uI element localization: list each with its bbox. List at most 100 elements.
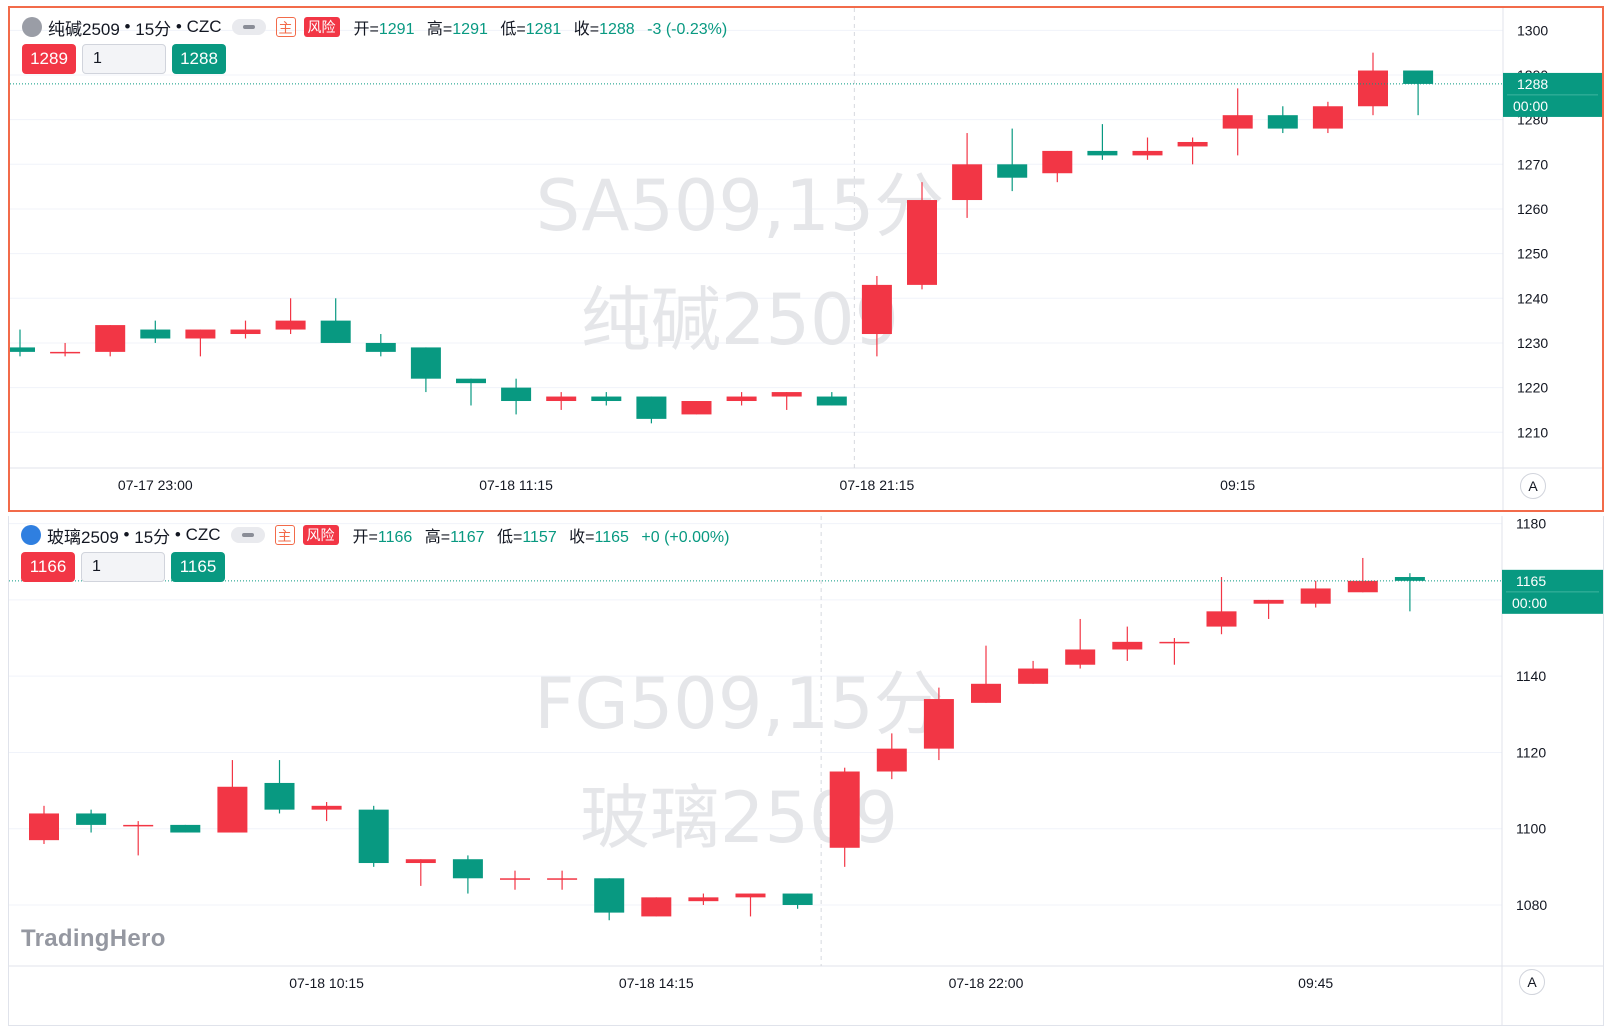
buy-button[interactable]: 1165	[171, 552, 225, 582]
candle-body	[410, 347, 441, 379]
chart-panel-glass[interactable]: FG509,15分玻璃25091180116011401120110010801…	[8, 516, 1604, 1026]
candle	[1018, 660, 1049, 684]
buy-button[interactable]: 1288	[172, 44, 226, 74]
candle-body	[1018, 668, 1049, 684]
candle	[230, 320, 261, 339]
glass-icon	[21, 525, 41, 545]
candle-body	[997, 164, 1028, 178]
candle-body	[688, 897, 719, 902]
symbol-name[interactable]: 纯碱2509	[48, 19, 120, 39]
candle	[1267, 106, 1298, 134]
candle	[29, 805, 59, 844]
interval-label[interactable]: 15分	[134, 527, 171, 547]
risk-tag[interactable]: 风险	[302, 525, 339, 545]
y-tick-label: 1240	[1517, 290, 1548, 306]
x-tick-label: 09:15	[1220, 477, 1255, 493]
candle-body	[456, 378, 486, 384]
interval-label[interactable]: 15分	[135, 19, 172, 39]
candle	[320, 298, 351, 343]
candle-body	[1312, 106, 1343, 129]
sell-button[interactable]: 1289	[22, 44, 76, 74]
candle-body	[641, 897, 672, 917]
x-tick-label: 07-18 11:15	[479, 477, 553, 493]
sell-button[interactable]: 1166	[21, 552, 75, 582]
candle-body	[861, 284, 892, 335]
symbol-name[interactable]: 玻璃2509	[47, 527, 119, 547]
candle	[997, 128, 1028, 192]
candle-body	[50, 351, 81, 354]
candle	[1065, 618, 1096, 669]
legend-bar: 玻璃2509 • 15分 • CZC 主 风险 开=1166 高=1167 低=…	[21, 522, 729, 548]
candle-body	[320, 320, 351, 343]
candle-body	[1347, 580, 1378, 593]
candle	[264, 760, 295, 814]
candle-body	[501, 387, 532, 402]
candle	[10, 329, 35, 357]
collapse-toggle-icon[interactable]	[231, 19, 266, 35]
candle-body	[95, 325, 126, 352]
candle-body	[140, 329, 171, 339]
candle	[907, 182, 937, 290]
mountain-icon	[22, 17, 42, 37]
candle	[829, 767, 860, 867]
countdown-value: 00:00	[1513, 98, 1548, 114]
chart-panel-soda-ash[interactable]: SA509,15分纯碱25091300129012801270126012501…	[8, 6, 1604, 512]
x-tick-label: 07-17 23:00	[118, 477, 193, 493]
candle-body	[971, 683, 1001, 703]
candle-body	[10, 347, 35, 352]
x-tick-label: 07-18 14:15	[619, 975, 694, 991]
candlestick-chart-soda-ash[interactable]: SA509,15分纯碱25091300129012801270126012501…	[10, 8, 1602, 510]
candle-body	[1042, 150, 1073, 174]
candle	[952, 133, 983, 218]
candle-body	[275, 320, 306, 330]
candlestick-chart-glass[interactable]: FG509,15分玻璃25091180116011401120110010801…	[9, 516, 1603, 1026]
candle-body	[1159, 641, 1190, 644]
candle	[1177, 137, 1208, 165]
auto-scale-button[interactable]: A	[1520, 473, 1546, 499]
candle-body	[907, 200, 937, 285]
candle	[1347, 557, 1378, 593]
candle-body	[681, 401, 712, 415]
x-tick-label: 07-18 21:15	[840, 477, 915, 493]
high-value: 1167	[450, 529, 485, 546]
auto-scale-button[interactable]: A	[1519, 969, 1545, 995]
quantity-input[interactable]: 1	[82, 44, 166, 74]
brand-logo: TradingHero	[21, 925, 166, 952]
candle	[547, 870, 578, 890]
y-tick-label: 1260	[1517, 201, 1548, 217]
candle	[456, 378, 486, 406]
countdown-value: 00:00	[1512, 595, 1547, 611]
quantity-input[interactable]: 1	[81, 552, 165, 582]
legend-bar: 纯碱2509 • 15分 • CZC 主 风险 开=1291 高=1291 低=…	[22, 14, 727, 40]
open-value: 1291	[378, 21, 415, 38]
candle	[971, 645, 1001, 703]
candle-body	[726, 396, 757, 402]
candle-body	[500, 878, 530, 880]
ohlc-values: 开=1291 高=1291 低=1281 收=1288 -3 (-0.23%)	[353, 21, 728, 38]
candle-body	[76, 813, 107, 825]
candle	[726, 392, 757, 406]
candle	[594, 878, 625, 921]
candle-body	[591, 396, 622, 402]
candle	[1042, 150, 1073, 183]
exchange-label: CZC	[185, 525, 221, 544]
candle	[816, 392, 847, 406]
candle-body	[405, 859, 436, 864]
candle-body	[952, 164, 983, 201]
collapse-toggle-icon[interactable]	[230, 527, 265, 543]
candle	[50, 342, 81, 357]
candle	[636, 396, 667, 424]
x-tick-label: 07-18 22:00	[949, 975, 1024, 991]
candle-body	[735, 893, 766, 898]
candle	[405, 859, 436, 886]
y-tick-label: 1100	[1516, 821, 1546, 837]
candle-body	[1206, 611, 1237, 627]
high-value: 1291	[452, 21, 488, 38]
candle-body	[170, 824, 201, 833]
candle	[1087, 124, 1118, 160]
close-value: 1288	[599, 21, 635, 38]
watermark-code: FG509,15分	[534, 663, 943, 745]
candle	[1132, 137, 1163, 160]
open-value: 1166	[377, 529, 413, 546]
risk-tag[interactable]: 风险	[303, 17, 340, 37]
